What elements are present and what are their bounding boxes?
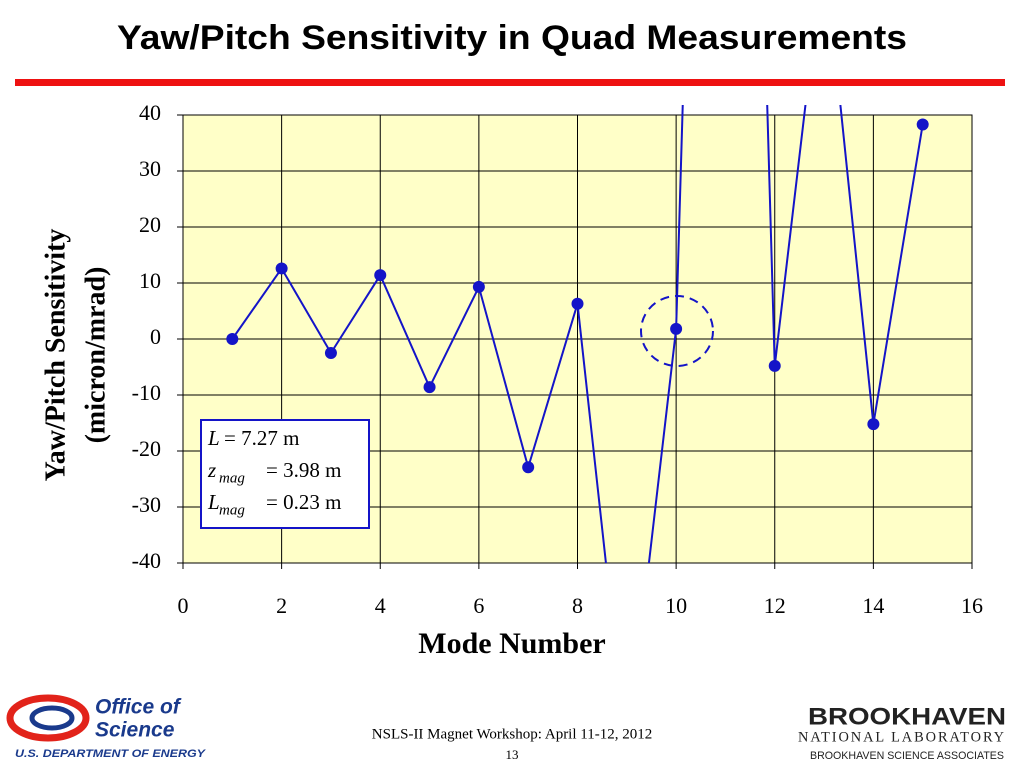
annotation-rhs: = 3.98 m <box>266 458 341 482</box>
data-point <box>423 381 436 394</box>
y-tick-label: 40 <box>139 100 161 125</box>
data-point <box>867 418 880 431</box>
data-point <box>571 297 584 310</box>
data-point <box>374 269 387 282</box>
annotation-sub: mag <box>219 502 245 518</box>
logo-swirl <box>29 705 75 731</box>
data-point <box>324 347 337 359</box>
data-point <box>768 359 781 372</box>
logo-swirl <box>6 694 90 742</box>
data-point <box>275 262 288 275</box>
x-axis-label: Mode Number <box>418 627 605 660</box>
y-tick-label: -40 <box>132 548 161 573</box>
y-axis-label: Yaw/Pitch Sensitivity (micron/mrad) <box>40 229 111 482</box>
annotation-rhs: = 0.23 m <box>266 490 341 514</box>
footer-event: NSLS-II Magnet Workshop: April 11-12, 20… <box>372 726 652 742</box>
y-tick-label: -10 <box>132 380 161 405</box>
y-tick-label: 10 <box>139 268 161 293</box>
logo-text: BROOKHAVEN <box>808 703 1006 730</box>
y-axis-label-line: (micron/mrad) <box>80 267 111 444</box>
x-tick-label: 0 <box>178 593 189 618</box>
x-tick-label: 12 <box>764 593 786 618</box>
y-tick-label: 20 <box>139 212 161 237</box>
x-tick-label: 6 <box>473 593 484 618</box>
x-tick-label: 4 <box>375 593 386 618</box>
logo-text: U.S. DEPARTMENT OF ENERGY <box>15 748 207 760</box>
data-point <box>522 461 535 474</box>
logo-text: Office of <box>95 696 182 719</box>
page-number: 13 <box>506 747 519 762</box>
annotations: L = 7.27 mz mag = 3.98 mL mag = 0.23 m <box>207 426 341 519</box>
y-tick-label: 0 <box>150 324 161 349</box>
x-tick-label: 10 <box>665 593 687 618</box>
brookhaven-logo: BROOKHAVEN NATIONAL LABORATORY BROOKHAVE… <box>798 703 1006 762</box>
annotation-var: L <box>207 490 220 514</box>
logo-text: BROOKHAVEN SCIENCE ASSOCIATES <box>810 750 1004 762</box>
y-tick-label: -30 <box>132 492 161 517</box>
y-tick-label: 30 <box>139 156 161 181</box>
series <box>226 105 929 759</box>
x-tick-label: 14 <box>862 593 884 618</box>
office-of-science-logo: Office of Science U.S. DEPARTMENT OF ENE… <box>6 694 207 760</box>
data-point <box>621 747 633 759</box>
y-tick-label: -20 <box>132 436 161 461</box>
y-axis-label-line: Yaw/Pitch Sensitivity <box>40 229 71 482</box>
annotation-var: L <box>207 426 220 450</box>
annotation-rhs: = 7.27 m <box>224 426 299 450</box>
chart-title: Yaw/Pitch Sensitivity in Quad Measuremen… <box>117 19 907 57</box>
x-tick-label: 8 <box>572 593 583 618</box>
data-point <box>472 280 485 293</box>
logo-text: NATIONAL LABORATORY <box>798 729 1006 745</box>
data-point <box>916 118 929 131</box>
annotation-var: z <box>207 458 216 482</box>
data-point <box>670 322 683 335</box>
data-point <box>226 333 239 345</box>
annotation-box <box>200 419 370 529</box>
annotation-sub: mag <box>219 470 245 486</box>
x-tick-label: 16 <box>961 593 983 618</box>
highlight-circle <box>640 295 714 367</box>
title-rule <box>15 79 1005 86</box>
x-tick-label: 2 <box>276 593 287 618</box>
logo-text: Science <box>95 719 175 742</box>
